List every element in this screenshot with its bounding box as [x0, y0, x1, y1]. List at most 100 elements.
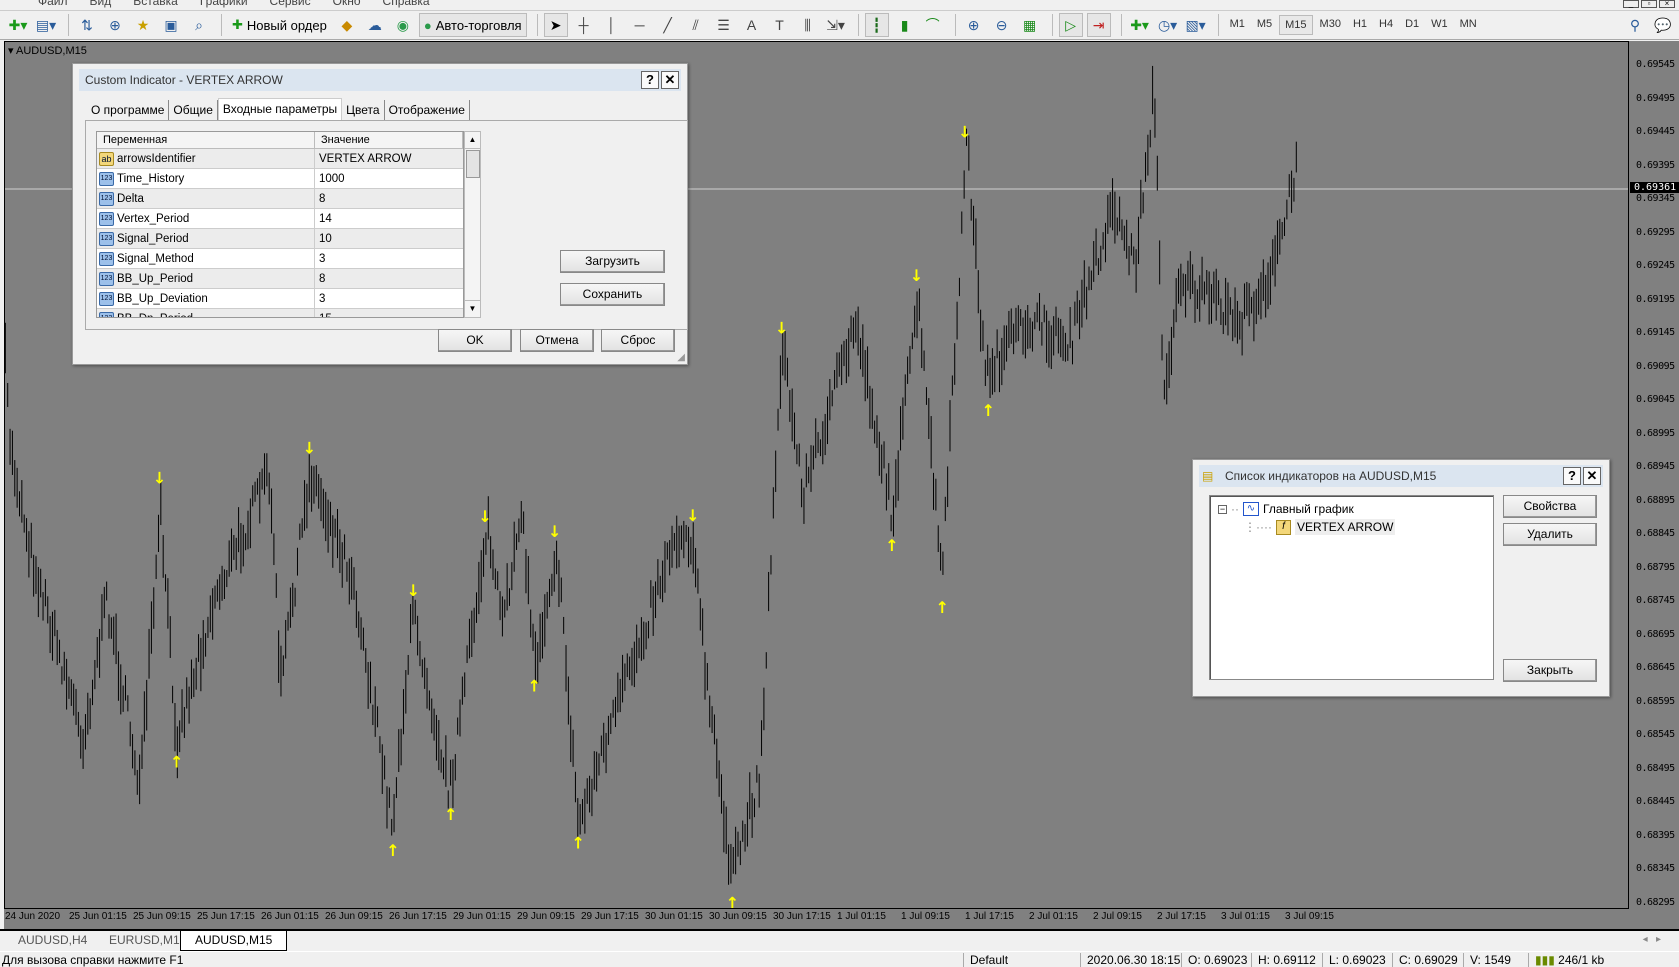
- ok-button[interactable]: OK: [438, 329, 512, 352]
- chart-tab[interactable]: AUDUSD,H4: [18, 933, 88, 947]
- market-icon[interactable]: ◉: [396, 16, 409, 33]
- profiles-icon[interactable]: ▤▾: [35, 16, 57, 33]
- delete-button[interactable]: Удалить: [1503, 523, 1597, 546]
- table-row[interactable]: 123 BB_Up_Deviation 3: [97, 289, 463, 309]
- help-button[interactable]: ?: [1563, 467, 1581, 485]
- zoom-out-icon[interactable]: ⊖: [995, 16, 1008, 33]
- menu-item[interactable]: Файл: [38, 0, 68, 8]
- resize-grip[interactable]: ◢: [677, 352, 685, 363]
- minimize-button[interactable]: _: [1623, 0, 1639, 8]
- metaeditor-icon[interactable]: ◆: [341, 16, 353, 33]
- param-value[interactable]: 10: [319, 232, 332, 245]
- param-value[interactable]: VERTEX ARROW: [319, 152, 412, 165]
- horizontal-line-icon[interactable]: ─: [634, 17, 645, 33]
- terminal-icon[interactable]: ▣: [164, 16, 178, 33]
- table-row[interactable]: ab arrowsIdentifier VERTEX ARROW: [97, 149, 463, 169]
- menu-item[interactable]: Сервис: [269, 0, 311, 8]
- param-value[interactable]: 3: [319, 292, 326, 305]
- cursor-icon[interactable]: ➤: [543, 13, 568, 37]
- signals-icon[interactable]: ☁: [367, 16, 382, 33]
- menu-item[interactable]: Вид: [89, 0, 112, 8]
- param-value[interactable]: 8: [319, 272, 326, 285]
- close-dialog-button[interactable]: ✕: [1583, 467, 1601, 485]
- save-button[interactable]: Сохранить: [560, 283, 665, 306]
- chat-icon[interactable]: 💬: [1654, 16, 1672, 33]
- close-button[interactable]: Закрыть: [1503, 659, 1597, 682]
- reset-button[interactable]: Сброс: [601, 329, 675, 352]
- line-chart-icon[interactable]: ⌒: [925, 17, 940, 33]
- scroll-down-arrow[interactable]: ▼: [465, 300, 480, 317]
- param-value[interactable]: 1000: [319, 172, 345, 185]
- navigator-icon[interactable]: ★: [136, 16, 150, 33]
- arrows-icon[interactable]: ⇲▾: [826, 16, 845, 33]
- param-value[interactable]: 3: [319, 252, 326, 265]
- cancel-button[interactable]: Отмена: [520, 329, 594, 352]
- restore-button[interactable]: ▫: [1641, 0, 1657, 8]
- table-row[interactable]: 123 BB_Up_Period 8: [97, 269, 463, 289]
- table-row[interactable]: 123 Signal_Method 3: [97, 249, 463, 269]
- collapse-icon[interactable]: −: [1218, 503, 1227, 514]
- dialog-tab[interactable]: Входные параметры: [217, 98, 343, 120]
- data-window-icon[interactable]: ⊕: [109, 16, 121, 33]
- table-row[interactable]: 123 Delta 8: [97, 189, 463, 209]
- timeframe-m1[interactable]: M1: [1229, 18, 1245, 30]
- table-row[interactable]: 123 Time_History 1000: [97, 169, 463, 189]
- fibonacci-icon[interactable]: ☰: [717, 16, 730, 33]
- parameters-scrollbar[interactable]: ▲ ▼: [464, 131, 481, 318]
- period-separator-icon[interactable]: ⫼: [804, 16, 811, 33]
- timeframe-m5[interactable]: M5: [1256, 18, 1273, 30]
- table-row[interactable]: 123 Signal_Period 10: [97, 229, 463, 249]
- timeframe-m15[interactable]: M15: [1279, 15, 1313, 35]
- close-dialog-button[interactable]: ✕: [661, 71, 679, 89]
- zoom-in-icon[interactable]: ⊕: [967, 16, 980, 33]
- trendline-icon[interactable]: ╱: [663, 16, 672, 33]
- menu-item[interactable]: Графики: [199, 0, 248, 8]
- chart-shift-icon[interactable]: ⇥: [1086, 13, 1111, 37]
- timeframe-mn[interactable]: MN: [1459, 18, 1477, 30]
- timeframe-h1[interactable]: H1: [1352, 18, 1368, 30]
- close-window-button[interactable]: ×: [1659, 0, 1675, 8]
- load-button[interactable]: Загрузить: [560, 250, 665, 273]
- param-value[interactable]: 8: [319, 192, 326, 205]
- chart-tab[interactable]: AUDUSD,M15: [180, 931, 288, 951]
- crosshair-icon[interactable]: ┼: [578, 17, 589, 33]
- tab-scroll-arrows[interactable]: ◂ ▸: [1642, 934, 1661, 945]
- menu-item[interactable]: Справка: [382, 0, 430, 8]
- text-icon[interactable]: A: [746, 17, 757, 33]
- menu-item[interactable]: Вставка: [133, 0, 178, 8]
- properties-button[interactable]: Свойства: [1503, 495, 1597, 518]
- new-order-button[interactable]: ✚ Новый ордер: [228, 13, 331, 37]
- timeframe-m30[interactable]: M30: [1319, 18, 1341, 30]
- timeframe-d1[interactable]: D1: [1405, 18, 1420, 30]
- param-value[interactable]: 14: [319, 212, 332, 225]
- autoscroll-icon[interactable]: ▷: [1058, 13, 1083, 37]
- candlestick-icon[interactable]: ▮: [900, 16, 909, 33]
- periods-icon[interactable]: ◷▾: [1157, 16, 1178, 33]
- tree-node-main-chart[interactable]: − ·· ∿ Главный график: [1218, 502, 1354, 516]
- param-value[interactable]: 15: [315, 313, 332, 318]
- bar-chart-icon[interactable]: ┇: [864, 13, 889, 37]
- dialog-tab[interactable]: О программе: [87, 100, 170, 122]
- dialog-tab[interactable]: Общие: [169, 100, 218, 122]
- tree-node-vertex-arrow[interactable]: ⋮···· f VERTEX ARROW: [1244, 519, 1396, 535]
- table-row[interactable]: 123 Vertex_Period 14: [97, 209, 463, 229]
- indicators-icon[interactable]: ✚▾: [1130, 16, 1149, 33]
- dialog-tab[interactable]: Отображение: [384, 100, 470, 122]
- menu-item[interactable]: Окно: [332, 0, 361, 8]
- scroll-thumb[interactable]: [466, 150, 480, 178]
- market-watch-icon[interactable]: ⇅: [81, 16, 93, 33]
- autotrading-button[interactable]: ● Авто-торговля: [418, 13, 527, 37]
- tile-windows-icon[interactable]: ▦: [1022, 16, 1037, 33]
- timeframe-h4[interactable]: H4: [1379, 18, 1394, 30]
- scroll-up-arrow[interactable]: ▲: [465, 132, 480, 149]
- help-button[interactable]: ?: [641, 71, 659, 89]
- vertical-line-icon[interactable]: │: [607, 17, 616, 33]
- tester-icon[interactable]: ⌕: [195, 16, 203, 33]
- channel-icon[interactable]: ⫽: [692, 16, 699, 33]
- timeframe-w1[interactable]: W1: [1431, 18, 1448, 30]
- search-icon[interactable]: ⚲: [1629, 16, 1641, 33]
- new-chart-icon[interactable]: ✚▾: [8, 16, 28, 33]
- chart-tab[interactable]: EURUSD,M1: [109, 933, 180, 947]
- dialog-tab[interactable]: Цвета: [342, 100, 385, 122]
